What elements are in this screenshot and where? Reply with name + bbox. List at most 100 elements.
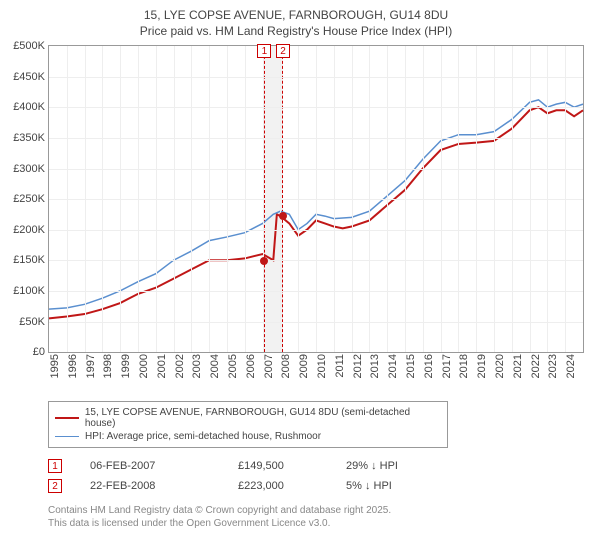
legend-label: HPI: Average price, semi-detached house,… <box>85 431 321 442</box>
legend-item: HPI: Average price, semi-detached house,… <box>55 430 441 443</box>
legend-label: 15, LYE COPSE AVENUE, FARNBOROUGH, GU14 … <box>85 407 441 429</box>
x-gridline <box>405 46 406 352</box>
x-tick-label: 2017 <box>441 354 453 378</box>
annotation-row: 2 22-FEB-2008 £223,000 5% ↓ HPI <box>48 476 588 496</box>
x-gridline <box>352 46 353 352</box>
chart-title: 15, LYE COPSE AVENUE, FARNBOROUGH, GU14 … <box>4 8 588 39</box>
x-tick-label: 1997 <box>85 354 97 378</box>
x-tick-label: 2010 <box>316 354 328 378</box>
annotation-price: £149,500 <box>238 460 318 472</box>
y-tick-label: £300K <box>13 163 45 175</box>
title-line-2: Price paid vs. HM Land Registry's House … <box>4 24 588 40</box>
x-tick-label: 2009 <box>298 354 310 378</box>
y-tick-label: £150K <box>13 254 45 266</box>
x-gridline <box>565 46 566 352</box>
sale-annotations: 1 06-FEB-2007 £149,500 29% ↓ HPI 2 22-FEB-200… <box>48 456 588 496</box>
x-gridline <box>298 46 299 352</box>
x-tick-label: 2006 <box>245 354 257 378</box>
annotation-marker: 2 <box>48 479 62 493</box>
y-tick-label: £400K <box>13 101 45 113</box>
footnote-line-2: This data is licensed under the Open Gov… <box>48 517 588 530</box>
x-tick-label: 2019 <box>476 354 488 378</box>
annotation-delta: 29% ↓ HPI <box>346 460 436 472</box>
x-tick-label: 2002 <box>174 354 186 378</box>
x-tick-label: 1995 <box>49 354 61 378</box>
legend-swatch <box>55 417 79 419</box>
sale-point-2 <box>279 212 287 220</box>
footnote-line-1: Contains HM Land Registry data © Crown c… <box>48 504 588 517</box>
x-gridline <box>547 46 548 352</box>
annotation-date: 06-FEB-2007 <box>90 460 210 472</box>
x-tick-label: 2011 <box>334 354 346 378</box>
x-tick-label: 2008 <box>280 354 292 378</box>
x-gridline <box>494 46 495 352</box>
x-gridline <box>316 46 317 352</box>
x-tick-label: 2004 <box>209 354 221 378</box>
x-tick-label: 2007 <box>263 354 275 378</box>
chart-area: £0£50K£100K£150K£200K£250K£300K£350K£400… <box>48 45 584 375</box>
x-gridline <box>423 46 424 352</box>
plot-region: £0£50K£100K£150K£200K£250K£300K£350K£400… <box>48 45 584 353</box>
x-gridline <box>191 46 192 352</box>
legend: 15, LYE COPSE AVENUE, FARNBOROUGH, GU14 … <box>48 401 448 448</box>
x-gridline <box>245 46 246 352</box>
x-tick-label: 2013 <box>369 354 381 378</box>
x-tick-label: 2012 <box>352 354 364 378</box>
x-gridline <box>458 46 459 352</box>
x-gridline <box>512 46 513 352</box>
x-gridline <box>334 46 335 352</box>
x-tick-label: 2003 <box>191 354 203 378</box>
annotation-delta: 5% ↓ HPI <box>346 480 436 492</box>
sale-marker-2: 2 <box>276 44 290 58</box>
legend-swatch <box>55 436 79 437</box>
x-tick-label: 1996 <box>67 354 79 378</box>
x-gridline <box>174 46 175 352</box>
x-tick-label: 2015 <box>405 354 417 378</box>
x-tick-label: 1999 <box>120 354 132 378</box>
x-gridline <box>67 46 68 352</box>
x-gridline <box>120 46 121 352</box>
x-tick-label: 2021 <box>512 354 524 378</box>
annotation-date: 22-FEB-2008 <box>90 480 210 492</box>
x-gridline <box>85 46 86 352</box>
x-tick-label: 2016 <box>423 354 435 378</box>
x-gridline <box>263 46 264 352</box>
x-tick-label: 1998 <box>102 354 114 378</box>
x-gridline <box>280 46 281 352</box>
x-gridline <box>369 46 370 352</box>
x-tick-label: 2023 <box>547 354 559 378</box>
x-tick-label: 2001 <box>156 354 168 378</box>
x-tick-label: 2024 <box>565 354 577 378</box>
x-gridline <box>441 46 442 352</box>
x-tick-label: 2014 <box>387 354 399 378</box>
x-gridline <box>227 46 228 352</box>
sale-point-1 <box>260 257 268 265</box>
x-gridline <box>156 46 157 352</box>
y-tick-label: £200K <box>13 224 45 236</box>
x-gridline <box>102 46 103 352</box>
y-tick-label: £50K <box>19 316 45 328</box>
sale-marker-1: 1 <box>257 44 271 58</box>
y-tick-label: £100K <box>13 285 45 297</box>
x-tick-label: 2000 <box>138 354 150 378</box>
x-gridline <box>209 46 210 352</box>
x-tick-label: 2018 <box>458 354 470 378</box>
annotation-row: 1 06-FEB-2007 £149,500 29% ↓ HPI <box>48 456 588 476</box>
x-tick-label: 2005 <box>227 354 239 378</box>
x-gridline <box>530 46 531 352</box>
annotation-price: £223,000 <box>238 480 318 492</box>
y-tick-label: £0 <box>33 346 45 358</box>
y-tick-label: £500K <box>13 40 45 52</box>
x-gridline <box>476 46 477 352</box>
y-tick-label: £250K <box>13 193 45 205</box>
x-gridline <box>387 46 388 352</box>
x-gridline <box>138 46 139 352</box>
annotation-marker: 1 <box>48 459 62 473</box>
title-line-1: 15, LYE COPSE AVENUE, FARNBOROUGH, GU14 … <box>4 8 588 24</box>
legend-item: 15, LYE COPSE AVENUE, FARNBOROUGH, GU14 … <box>55 406 441 430</box>
y-tick-label: £450K <box>13 71 45 83</box>
footnote: Contains HM Land Registry data © Crown c… <box>48 504 588 530</box>
x-tick-label: 2020 <box>494 354 506 378</box>
x-tick-label: 2022 <box>530 354 542 378</box>
y-tick-label: £350K <box>13 132 45 144</box>
